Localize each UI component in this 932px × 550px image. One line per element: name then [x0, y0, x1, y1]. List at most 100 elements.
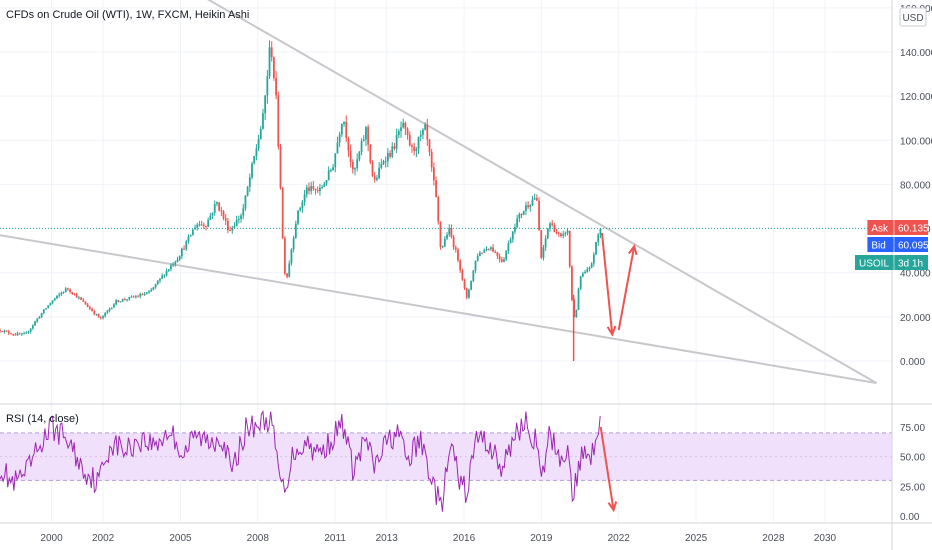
price-candle: [417, 136, 420, 154]
price-candle: [102, 315, 104, 320]
price-candle: [483, 248, 486, 253]
price-candle: [211, 212, 214, 220]
price-candle: [555, 228, 558, 235]
price-candle: [415, 146, 418, 158]
price-tag-bid[interactable]: Bid 60.095: [867, 237, 929, 252]
price-tag-value: 60.135: [898, 224, 929, 235]
price-candle: [382, 159, 385, 166]
price-candle: [564, 231, 567, 237]
price-tag-name: Bid: [871, 241, 885, 252]
price-candle: [345, 115, 348, 142]
price-candle: [159, 278, 161, 284]
price-candle: [128, 296, 131, 301]
price-candle: [406, 127, 409, 140]
price-candle: [571, 265, 573, 302]
price-candle: [443, 235, 446, 248]
price-candle: [411, 143, 413, 153]
price-candle: [84, 301, 87, 305]
price-candle: [220, 206, 223, 217]
price-candle: [218, 202, 221, 212]
price-candle: [568, 230, 571, 269]
price-candle: [213, 200, 216, 216]
price-candle: [500, 256, 503, 263]
price-tag-usoil[interactable]: USOIL 3d 1h: [855, 255, 928, 270]
currency-label: USD: [902, 13, 923, 24]
price-candle: [191, 229, 194, 236]
price-candle: [430, 148, 433, 172]
price-candle: [334, 153, 337, 173]
price-candle: [130, 295, 133, 298]
price-candle: [205, 225, 207, 231]
price-candle: [16, 331, 19, 336]
price-candle: [209, 212, 212, 221]
price-candle: [82, 297, 85, 303]
price-candle: [198, 220, 201, 227]
price-arrow-1[interactable]: [600, 232, 617, 337]
price-candle: [67, 287, 69, 291]
price-arrow-2[interactable]: [617, 243, 638, 331]
price-candle: [137, 294, 139, 298]
rsi-arrow-1[interactable]: [599, 426, 618, 513]
price-candle: [303, 189, 306, 206]
price-candle: [314, 188, 317, 195]
price-candle: [117, 299, 120, 303]
price-candle: [277, 91, 280, 150]
price-candle: [360, 138, 363, 156]
price-candle: [487, 248, 490, 251]
price-candle: [141, 292, 144, 296]
price-candle: [437, 195, 440, 225]
trend-line-1[interactable]: [165, 0, 878, 384]
price-candle: [323, 181, 326, 188]
price-candle: [338, 131, 341, 148]
price-candle: [279, 143, 282, 190]
price-candle: [75, 292, 78, 298]
price-candle: [56, 295, 58, 300]
price-candle: [538, 197, 540, 231]
price-candle: [351, 159, 354, 174]
price-candle: [104, 312, 107, 318]
price-candle: [163, 274, 166, 278]
price-candle: [441, 245, 444, 249]
price-candle: [299, 206, 302, 212]
price-candle: [58, 292, 61, 298]
price-candle: [119, 301, 122, 303]
price-candle: [34, 320, 36, 327]
time-tick-label: 2005: [169, 533, 192, 544]
price-candle: [518, 212, 521, 223]
price-tag-name: USOIL: [859, 259, 889, 270]
currency-badge[interactable]: USD: [899, 7, 927, 27]
time-tick-label: 2019: [530, 533, 553, 544]
price-candle: [132, 295, 135, 298]
trend-line-2[interactable]: [0, 234, 877, 385]
price-candle: [489, 246, 492, 251]
price-candle: [494, 249, 497, 254]
price-tick-label: 80.000: [900, 180, 931, 191]
price-candle: [347, 136, 350, 158]
price-tag-ask[interactable]: Ask 60.135: [867, 220, 929, 235]
price-candle: [134, 294, 137, 299]
price-candle: [233, 222, 236, 229]
price-candle: [597, 233, 600, 246]
rsi-chart-title: RSI (14, close): [6, 413, 79, 425]
price-candle: [470, 280, 473, 291]
price-candle: [45, 307, 47, 310]
price-candle: [80, 296, 82, 301]
time-tick-label: 2000: [40, 533, 63, 544]
price-candle: [38, 315, 41, 319]
price-candle: [95, 313, 98, 316]
price-candle: [86, 303, 89, 308]
price-candle: [378, 162, 380, 180]
price-candle: [325, 179, 328, 186]
price-candle: [391, 142, 394, 159]
price-candle: [474, 260, 477, 274]
price-candle: [0, 328, 1, 333]
price-candle: [115, 299, 118, 306]
price-candle: [108, 307, 111, 313]
price-candle: [481, 252, 483, 255]
price-candle: [253, 155, 256, 165]
time-tick-label: 2013: [376, 533, 399, 544]
price-candle: [71, 291, 74, 296]
price-candle: [542, 245, 545, 261]
price-candle: [93, 309, 96, 316]
